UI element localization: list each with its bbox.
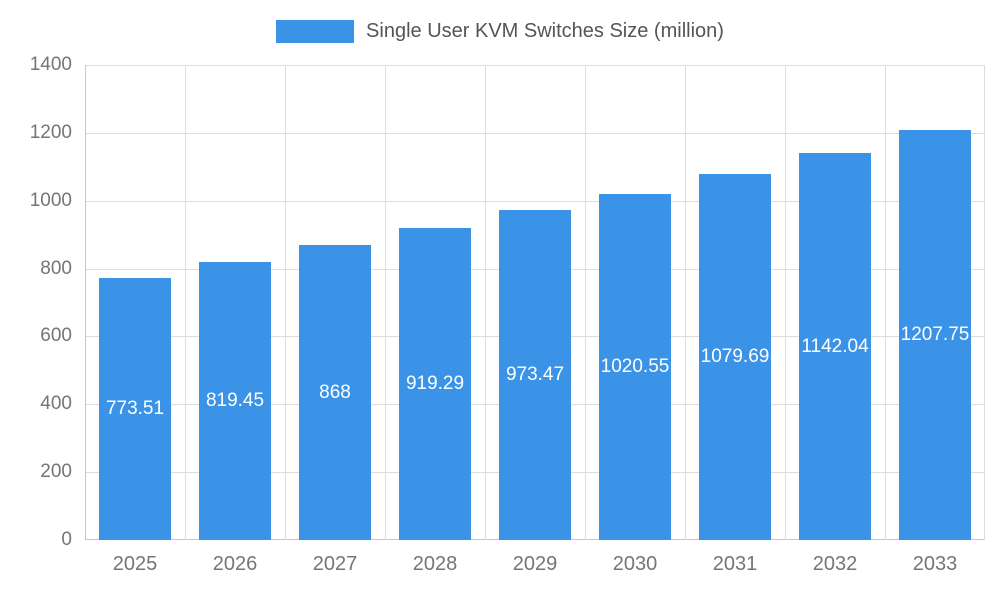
- bar-value-label: 1142.04: [801, 335, 869, 357]
- y-axis-line: [85, 65, 86, 540]
- x-tick-label: 2027: [312, 553, 358, 575]
- x-tick-label: 2025: [112, 553, 158, 575]
- bar-value-label: 1207.75: [900, 324, 970, 345]
- bar[interactable]: 868: [299, 245, 371, 540]
- y-tick-label: 1200: [29, 122, 72, 143]
- y-gridline: [85, 201, 985, 202]
- bar-value-label: 973.47: [505, 364, 565, 385]
- x-tick-label: 2028: [412, 553, 458, 575]
- x-gridline: [485, 65, 486, 540]
- bar-value-label: 773.51: [105, 398, 165, 419]
- x-tick-label: 2033: [912, 553, 958, 575]
- chart-legend[interactable]: Single User KVM Switches Size (million): [0, 17, 1000, 45]
- bar-value-label: 819.45: [205, 390, 265, 411]
- y-tick-label: 600: [40, 325, 72, 346]
- y-tick-label: 0: [61, 529, 72, 550]
- x-tick-label: 2026: [212, 553, 258, 575]
- bar[interactable]: 773.51: [99, 278, 171, 540]
- bar-value-label: 919.29: [405, 373, 465, 394]
- bar[interactable]: 1142.04: [799, 153, 871, 540]
- bar[interactable]: 919.29: [399, 228, 471, 540]
- x-gridline: [285, 65, 286, 540]
- y-gridline: [85, 133, 985, 134]
- x-gridline: [185, 65, 186, 540]
- x-gridline: [785, 65, 786, 540]
- legend-label: Single User KVM Switches Size (million): [366, 19, 724, 42]
- x-tick-label: 2030: [612, 553, 658, 575]
- bar-value-label: 1079.69: [700, 346, 770, 367]
- y-tick-label: 400: [40, 393, 72, 414]
- x-tick-label: 2029: [512, 553, 558, 575]
- bar-value-label: 1020.55: [600, 356, 670, 377]
- bar[interactable]: 1207.75: [899, 130, 971, 540]
- bar[interactable]: 1020.55: [599, 194, 671, 540]
- x-axis: 2025 2026 2027 2028 2029 2030 2031 2032 2033: [85, 552, 985, 582]
- legend-swatch: [276, 19, 355, 43]
- y-gridline: [85, 65, 985, 66]
- plot-area: 773.51 819.45 868 919.29 973.47 1020.55 1079.6…: [85, 65, 985, 540]
- x-gridline: [885, 65, 886, 540]
- bar[interactable]: 973.47: [499, 210, 571, 540]
- bar[interactable]: 1079.69: [699, 174, 771, 540]
- x-gridline: [585, 65, 586, 540]
- x-tick-label: 2031: [712, 553, 758, 575]
- x-gridline: [385, 65, 386, 540]
- bar-value-label: 868: [319, 381, 351, 403]
- bar[interactable]: 819.45: [199, 262, 271, 540]
- y-tick-label: 200: [40, 461, 72, 482]
- x-tick-label: 2032: [812, 553, 858, 575]
- y-tick-label: 800: [40, 258, 72, 279]
- x-gridline: [984, 65, 985, 540]
- x-gridline: [685, 65, 686, 540]
- y-tick-label: 1400: [29, 54, 72, 75]
- y-axis: 0 200 400 600 800 1000 1200 1400: [0, 54, 72, 550]
- y-tick-label: 1000: [29, 190, 72, 211]
